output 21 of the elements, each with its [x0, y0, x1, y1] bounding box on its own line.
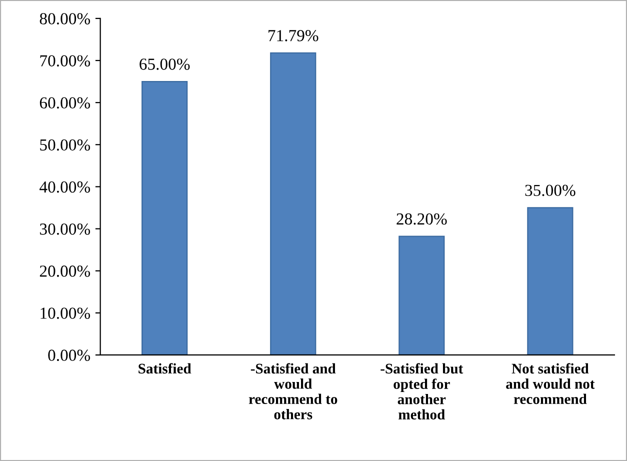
- y-tick-label: 60.00%: [40, 97, 90, 109]
- y-tick-label: 30.00%: [40, 223, 90, 235]
- bar: [142, 80, 188, 355]
- bar: [398, 236, 445, 355]
- x-tick-label: -Satisfied and would recommend to others: [248, 363, 338, 420]
- data-label: 28.20%: [396, 213, 447, 225]
- y-tick-label: 40.00%: [40, 181, 90, 193]
- x-tick-label: -Satisfied but opted for another method: [380, 363, 464, 420]
- y-tick-label: 20.00%: [40, 266, 90, 277]
- bar: [527, 207, 574, 355]
- bar: [270, 52, 316, 355]
- y-tick-label: 70.00%: [40, 55, 90, 67]
- x-tick-label: Satisfied: [138, 363, 192, 374]
- y-tick-label: 50.00%: [40, 139, 90, 151]
- y-tick-label: 0.00%: [48, 350, 90, 361]
- y-tick-label: 80.00%: [40, 13, 90, 24]
- data-label: 71.79%: [268, 30, 318, 42]
- x-tick-label: Not satisfied and would not recommend: [506, 363, 595, 404]
- data-label: 35.00%: [525, 184, 576, 196]
- y-tick-label: 10.00%: [40, 308, 90, 319]
- data-label: 65.00%: [140, 58, 190, 70]
